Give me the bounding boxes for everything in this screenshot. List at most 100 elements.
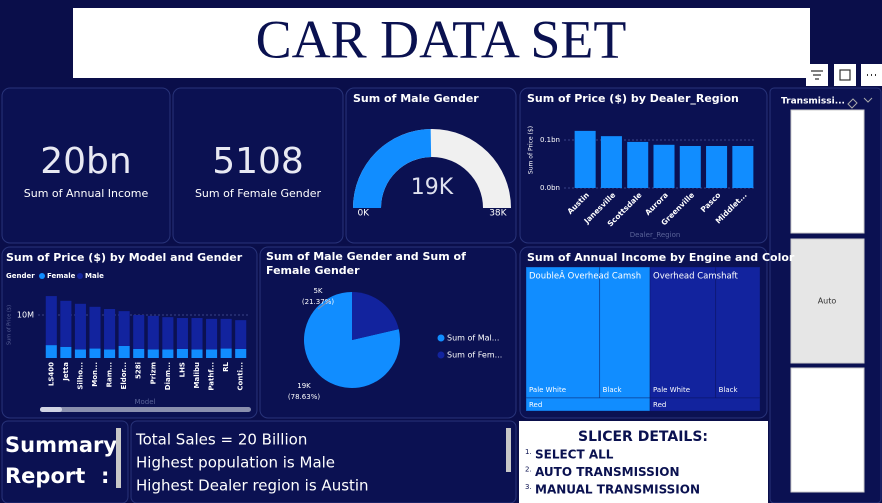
bar xyxy=(653,144,675,188)
bar-segment xyxy=(104,308,116,350)
chart-title-line: Sum of Male Gender and Sum of xyxy=(266,250,466,263)
list-item: AUTO TRANSMISSION xyxy=(535,465,680,479)
bar-segment xyxy=(60,300,72,347)
slicer-details-panel xyxy=(519,421,768,503)
chart-title: Sum of Price ($) by Model and Gender xyxy=(6,251,243,264)
x-tick-label: Silho... xyxy=(76,362,84,390)
bar-segment xyxy=(118,345,130,358)
x-tick-label: Mon... xyxy=(91,362,99,387)
x-axis-title: Dealer_Region xyxy=(630,231,681,239)
bar-segment xyxy=(162,349,174,358)
slicer-option[interactable]: Auto xyxy=(818,297,837,306)
cell-label: Red xyxy=(529,401,542,409)
bar-segment xyxy=(176,348,188,358)
slicer-tile[interactable] xyxy=(790,109,865,234)
bar-segment xyxy=(74,349,86,358)
gauge-panel xyxy=(345,87,517,244)
list-marker: 3. xyxy=(525,483,532,491)
slicer-title: Transmissi... xyxy=(781,97,845,107)
bar xyxy=(732,146,754,188)
treemap-cell xyxy=(599,266,651,399)
summary-panel xyxy=(1,420,129,503)
focus-icon-bg[interactable] xyxy=(834,64,856,86)
slicer-details-title: SLICER DETAILS: xyxy=(578,429,708,445)
bar-segment xyxy=(206,318,218,350)
card-label: Sum of Annual Income xyxy=(24,187,149,200)
bar-segment xyxy=(235,320,247,349)
chart-title: Sum of Male Gender xyxy=(353,92,479,105)
x-tick-label: Jetta xyxy=(62,362,70,382)
list-item: MANUAL TRANSMISSION xyxy=(535,483,700,497)
gauge-tick-label: 38K xyxy=(489,209,507,219)
legend-label: Female xyxy=(47,272,76,280)
chart-title-line: Female Gender xyxy=(266,264,360,277)
card-value: 5108 xyxy=(212,141,304,182)
bar-segment xyxy=(45,345,57,358)
bar-segment xyxy=(133,348,145,358)
x-tick-label: Diam... xyxy=(164,362,172,390)
list-marker: 2. xyxy=(525,466,532,474)
y-axis-title: Sum of Price ($) xyxy=(528,126,535,174)
eraser-icon[interactable] xyxy=(847,98,858,109)
chart-title: Sum of Price ($) by Dealer_Region xyxy=(527,92,739,105)
cell-label: Pale White xyxy=(529,386,566,394)
slicer-tile[interactable] xyxy=(790,367,865,493)
legend-swatch xyxy=(39,273,45,279)
y-tick-label: 0.1bn xyxy=(540,136,560,144)
group-label: DoubleÂ Overhead Camsh xyxy=(529,270,641,282)
summary-line: Highest population is Male xyxy=(136,454,335,472)
x-tick-label: Ram... xyxy=(106,362,114,387)
bar-segment xyxy=(118,311,130,346)
legend-swatch xyxy=(437,351,445,359)
group-label: Overhead Camshaft xyxy=(653,272,739,282)
bar-segment xyxy=(89,348,101,358)
visual-header-icons[interactable] xyxy=(806,64,882,86)
y-tick-label: 10M xyxy=(17,311,34,320)
bar-segment xyxy=(89,306,101,349)
data-label: 19K xyxy=(297,382,311,390)
bar-segment xyxy=(104,349,116,358)
bar-segment xyxy=(162,317,174,350)
legend-label: Male xyxy=(85,272,104,280)
bar-segment xyxy=(220,348,232,358)
cell-label: Black xyxy=(603,386,623,394)
gauge-value xyxy=(353,129,432,208)
gauge-label: 19K xyxy=(411,175,454,200)
chart-title: Sum of Annual Income by Engine and Color xyxy=(527,251,795,264)
legend-swatch xyxy=(77,273,83,279)
divider xyxy=(116,428,121,488)
legend-label: Sum of Mal... xyxy=(447,334,499,343)
x-tick-label: RL xyxy=(222,361,230,371)
leader-line xyxy=(317,299,331,310)
scrollbar-thumb[interactable] xyxy=(40,407,62,412)
summary-colon: : xyxy=(101,464,109,488)
chevron-icon[interactable] xyxy=(863,97,873,103)
x-tick-label: LHS xyxy=(178,362,186,377)
summary-heading: Summary xyxy=(5,433,117,457)
bar xyxy=(600,136,622,188)
scrollbar[interactable] xyxy=(506,428,511,472)
filter-icon[interactable] xyxy=(811,70,823,80)
bar-segment xyxy=(133,315,145,349)
bar-segment xyxy=(176,318,188,349)
y-axis-title: Sum of Price ($) xyxy=(7,305,13,345)
slicer-tile[interactable] xyxy=(790,238,865,364)
x-tick-label: Pathf... xyxy=(208,362,216,391)
pie-slice xyxy=(352,292,399,340)
list-marker: 1. xyxy=(525,448,532,456)
data-label-percent: (21.37%) xyxy=(302,298,334,306)
summary-text-panel xyxy=(130,420,517,503)
cell-label: Red xyxy=(653,401,666,409)
card-panel xyxy=(1,87,171,244)
x-tick-label: Malibu xyxy=(193,362,201,388)
focus-icon[interactable] xyxy=(839,69,851,81)
data-label: 5K xyxy=(313,287,322,295)
list-item: SELECT ALL xyxy=(535,448,614,462)
treemap-cell xyxy=(715,266,761,399)
chart-title: Sum of Male Gender and Sum of Female Gend… xyxy=(266,250,466,277)
data-label-percent: (78.63%) xyxy=(288,393,320,401)
x-tick-label: 528i xyxy=(135,362,143,379)
pie-slice xyxy=(304,292,401,388)
bar-segment xyxy=(45,296,57,346)
